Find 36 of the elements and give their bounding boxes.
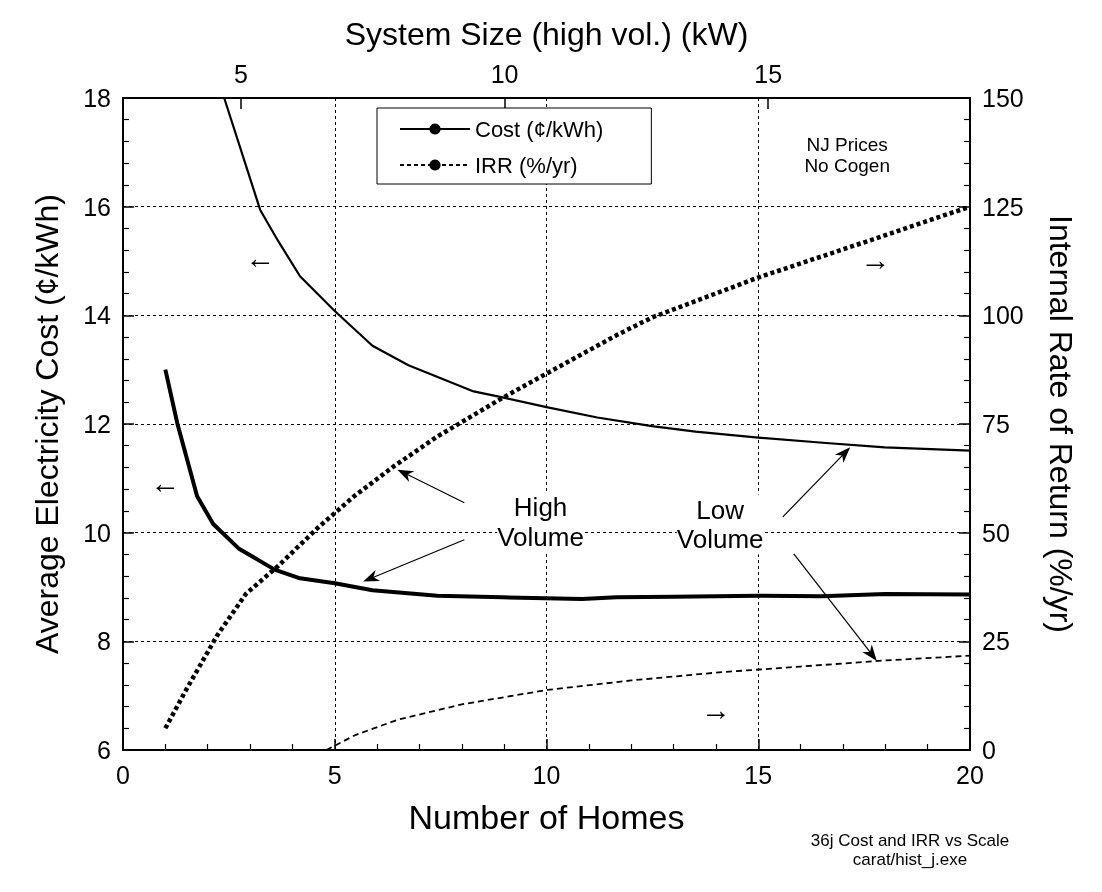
y2-tick-label: 75 [982,410,1010,438]
annotation: ← [150,465,181,499]
y-tick-label: 18 [83,84,111,112]
legend-label: Cost (¢/kWh) [475,116,604,142]
y-tick-label: 6 [97,736,111,764]
x-tick-label: 5 [327,760,342,789]
y2-tick-label: 150 [982,84,1024,112]
x-tick-label: 15 [744,760,773,789]
annotation: ← [245,241,276,275]
x-tick-label: 10 [532,760,561,789]
text: 36j Cost and IRR vs Scale carat/hist_j.exe [810,830,1010,870]
x2-axis-title: System Size (high vol.) (kW) [344,16,749,52]
legend-label: IRR (%/yr) [475,152,578,178]
x2-tick-label: 15 [754,59,783,88]
annotation: High Volume [497,491,584,552]
y-tick-label: 10 [83,518,111,547]
y2-tick-label: 125 [982,192,1024,221]
x-tick-label: 0 [116,760,130,789]
y-tick-label: 12 [83,410,111,438]
y2-tick-label: 50 [982,518,1010,547]
annotation: → [860,243,891,277]
y-axis-title: Average Electricity Cost (¢/kWh) [29,194,65,654]
x2-tick-label: 5 [234,59,249,88]
y2-tick-label: 0 [982,736,996,764]
x-axis-title: Number of Homes [408,798,685,836]
annotation: Low Volume [676,494,764,555]
y2-axis-title: Internal Rate of Return (%/yr) [1043,215,1079,633]
y-tick-label: 8 [97,627,111,656]
annotation: → [700,692,731,726]
y2-tick-label: 100 [982,301,1024,330]
y-tick-label: 14 [83,301,112,330]
x2-tick-label: 10 [490,59,519,88]
x-tick-label: 20 [956,760,984,789]
y-tick-label: 16 [83,192,111,221]
annotation: NJ Prices No Cogen [804,133,890,177]
y2-tick-label: 25 [982,627,1010,656]
